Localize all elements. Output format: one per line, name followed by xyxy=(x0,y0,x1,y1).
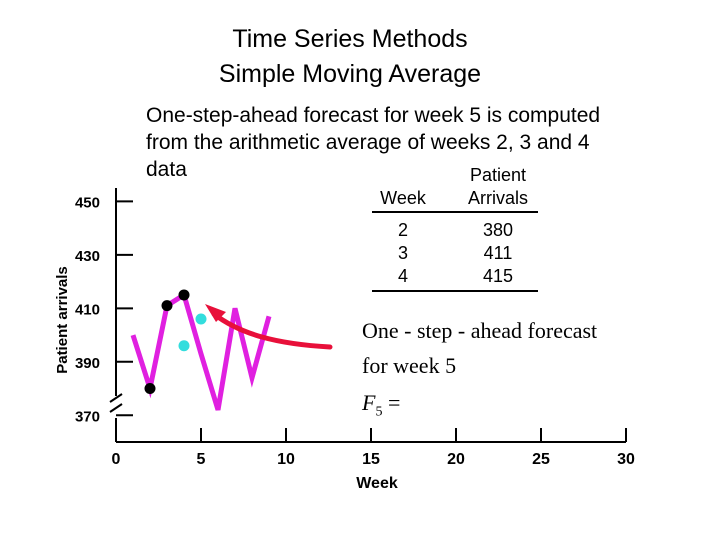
forecast-arrow-shaft xyxy=(211,311,333,350)
formula-line2: for week 5 xyxy=(362,353,457,378)
chart-title-line1: Time Series Methods xyxy=(232,25,468,53)
x-axis-label: Week xyxy=(356,475,398,492)
data-point xyxy=(178,289,190,301)
x-tick-label: 15 xyxy=(362,451,380,468)
table-header-arrivals-line1: Patient xyxy=(469,165,527,185)
y-tick-label: 410 xyxy=(75,301,100,318)
table-row-week: 2 xyxy=(397,220,408,240)
x-tick-label: 5 xyxy=(197,451,206,468)
x-tick-label: 25 xyxy=(532,451,550,468)
formula-expression: F5 = xyxy=(362,390,400,420)
forecast-arrow-head xyxy=(205,304,226,322)
data-point xyxy=(144,383,156,395)
table-row-week: 4 xyxy=(397,266,408,286)
x-tick-label: 0 xyxy=(112,451,121,468)
formula-subscript: 5 xyxy=(375,404,383,420)
y-tick-label: 370 xyxy=(75,408,100,425)
y-axis-label: Patient arrivals xyxy=(54,266,71,374)
description-line1: One-step-ahead forecast for week 5 is co… xyxy=(146,104,601,127)
table-row-week: 3 xyxy=(397,243,408,263)
table-row-arrivals: 411 xyxy=(483,243,513,263)
table-row-arrivals: 380 xyxy=(482,220,514,240)
formula-variable: F xyxy=(362,390,376,415)
series-line xyxy=(130,291,272,411)
table-bottom-rule xyxy=(372,290,538,292)
y-tick-label: 450 xyxy=(75,194,100,211)
x-tick-label: 30 xyxy=(617,451,635,468)
table-header-rule xyxy=(372,211,538,213)
description-line2: from the arithmetic average of weeks 2, … xyxy=(146,131,590,154)
description-line3: data xyxy=(146,158,187,181)
y-tick-label: 390 xyxy=(75,355,100,372)
y-tick-label: 430 xyxy=(75,248,100,265)
x-tick-label: 20 xyxy=(447,451,465,468)
table-header-arrivals-line2: Arrivals xyxy=(467,188,528,208)
table-row-arrivals: 415 xyxy=(482,266,514,286)
x-tick-label: 10 xyxy=(277,451,295,468)
axis-break-mark xyxy=(109,393,123,413)
data-point xyxy=(161,300,173,312)
formula-equals: = xyxy=(382,390,401,415)
table-header-week: Week xyxy=(380,188,426,208)
forecast-point xyxy=(195,313,207,325)
chart-title-line2: Simple Moving Average xyxy=(218,60,482,88)
forecast-point xyxy=(178,340,190,352)
formula-line1: One - step - ahead forecast xyxy=(362,318,598,343)
